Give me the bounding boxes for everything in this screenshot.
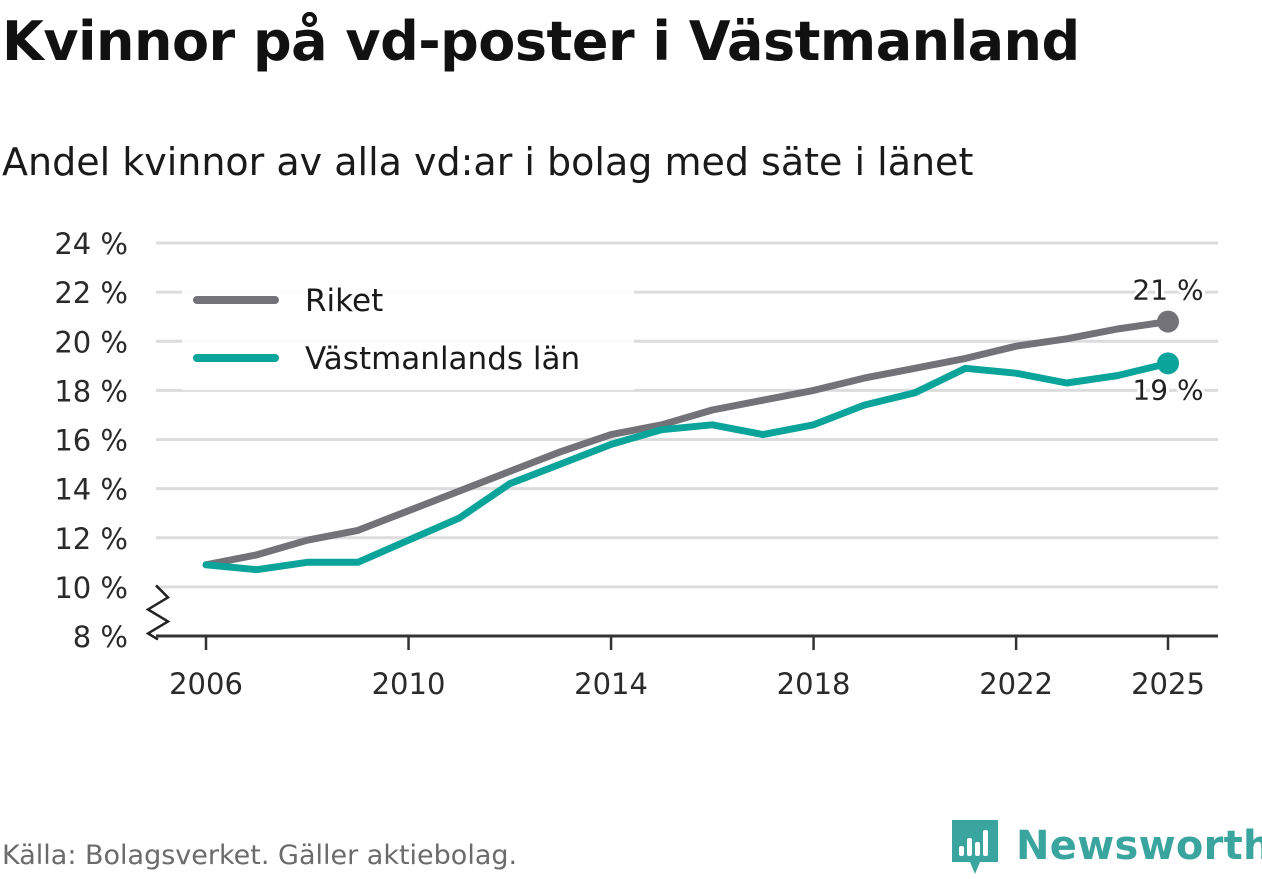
y-tick-label-22: 22 % [54,276,128,310]
gridlines: 8 % 10 % 12 % 14 % 16 % 18 % 20 % 22 % 24 % [54,227,1218,654]
x-tick-label-2018: 2018 [777,667,851,701]
x-tick-label-2022: 2022 [979,667,1053,701]
series-line-lan [202,359,1172,574]
brand-logo: Newsworthy [950,816,1262,876]
newsworthy-logo-icon [952,820,998,874]
x-axis: 2006 2010 2014 2018 2022 2025 [156,634,1218,701]
y-tick-label-20: 20 % [54,325,128,359]
end-label-riket: 21 % [1132,274,1203,307]
chart-title: Kvinnor på vd-poster i Västmanland [2,10,1080,73]
legend: Riket Västmanlands län [182,272,634,390]
y-tick-label-14: 14 % [54,473,128,507]
y-tick-label-12: 12 % [54,522,128,556]
axis-break [145,584,171,641]
series-end-dot-lan [1157,352,1179,375]
series-end-dot-riket [1157,310,1179,333]
legend-label-riket: Riket [305,283,383,319]
end-label-lan: 19 % [1132,373,1203,406]
series-lines [202,310,1179,574]
legend-label-lan: Västmanlands län [305,341,580,377]
legend-background [182,272,634,390]
y-tick-label-18: 18 % [54,374,128,408]
end-labels: 21 % 19 % [1129,271,1206,410]
brand-name: Newsworthy [1016,823,1262,869]
y-tick-label-24: 24 % [54,227,128,261]
x-tick-label-2014: 2014 [574,667,648,701]
axis-break-zigzag [145,584,171,641]
y-tick-label-16: 16 % [54,424,128,458]
y-tick-label-10: 10 % [54,571,128,605]
x-tick-label-2010: 2010 [372,667,446,701]
chart-subtitle: Andel kvinnor av alla vd:ar i bolag med … [2,140,974,184]
x-tick-label-2025: 2025 [1131,667,1205,701]
y-tick-label-8: 8 % [73,620,128,654]
source-note: Källa: Bolagsverket. Gäller aktiebolag. [2,840,518,871]
x-tick-label-2006: 2006 [169,667,243,701]
series-line-riket [202,318,1172,569]
